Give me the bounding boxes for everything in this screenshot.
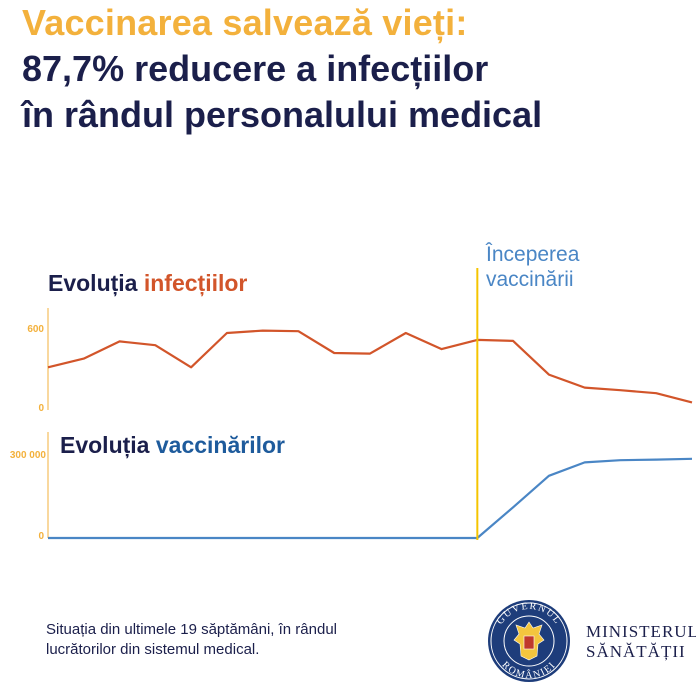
ministry-line-2: SĂNĂTĂȚII [586,642,686,661]
infections-ytick-600: 600 [27,324,44,335]
vaccination-start-annotation: Începerea vaccinării [486,242,579,292]
ministry-line-1: MINISTERUL [586,622,696,641]
vaccinations-title-prefix: Evoluția [60,432,156,458]
title-line-3: în rândul personalului medical [22,94,543,135]
infections-chart-title: Evoluția infecțiilor [48,270,247,297]
vaccinations-ytick-0: 0 [38,531,44,542]
title-line-1: Vaccinarea salvează vieți: [22,2,468,43]
infections-ytick-0: 0 [38,403,44,414]
infections-title-prefix: Evoluția [48,270,144,296]
vaccinations-chart-title: Evoluția vaccinărilor [60,432,285,459]
footer-note: Situația din ultimele 19 săptămâni, în r… [46,620,426,660]
title-line-2: 87,7% reducere a infecțiilor [22,48,489,89]
infections-title-highlight: infecțiilor [143,270,248,296]
ministry-name: MINISTERUL SĂNĂTĂȚII [586,622,696,662]
annotation-line-2: vaccinării [486,268,574,291]
vaccinations-title-highlight: vaccinărilor [155,432,285,458]
infections-series-line [47,329,693,404]
vaccinations-series-line [48,457,693,540]
annotation-line-1: Începerea [486,243,580,266]
footer-line-2: lucrătorilor din sistemul medical. [46,641,260,658]
vaccinations-ytick-300000: 300 000 [9,450,46,461]
government-seal-icon: GUVERNUL ROMÂNIEI [488,600,570,682]
footer-line-1: Situația din ultimele 19 săptămâni, în r… [46,621,338,638]
